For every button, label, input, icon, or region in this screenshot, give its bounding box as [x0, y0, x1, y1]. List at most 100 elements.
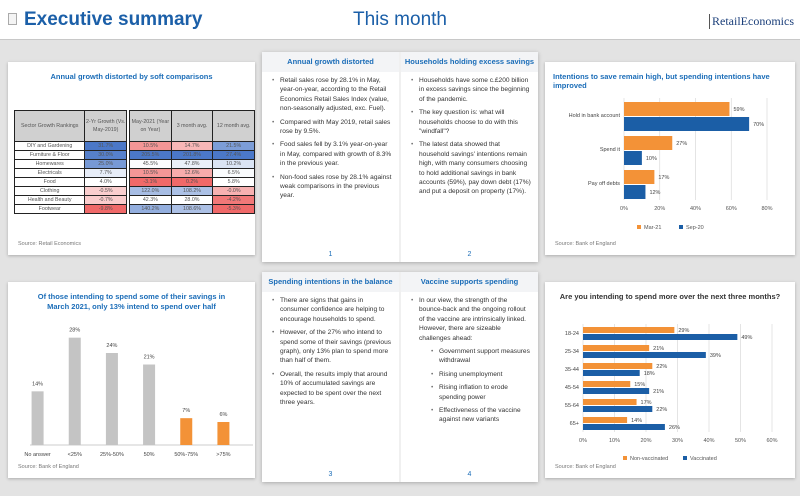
page-number: 3: [328, 471, 333, 478]
growth-cell: 12.6%: [170, 168, 214, 178]
bar: [624, 151, 642, 165]
category-label: Pay off debts: [588, 181, 620, 187]
page-title: Spending intentions in the balance: [262, 272, 399, 292]
data-label: 14%: [32, 381, 43, 387]
card-title: Of those intending to spend some of thei…: [37, 292, 226, 311]
growth-cell: -0.5%: [84, 186, 128, 196]
growth-cell: 25.0%: [84, 159, 128, 169]
tick-label: 0%: [620, 206, 628, 212]
legend-swatch: [637, 225, 641, 229]
bullet-item: Non-food sales rose by 28.1% against wea…: [272, 173, 393, 201]
page-title: Executive summary: [24, 9, 203, 30]
category-label: 50%-75%: [174, 452, 198, 458]
table-row: Footwear -9.8% 140.2% 108.6% -5.3%: [13, 204, 255, 214]
data-label: 22%: [656, 364, 667, 370]
data-label: 70%: [753, 122, 764, 128]
bar: [583, 424, 665, 430]
bullet-item: The key question is: what will household…: [411, 108, 532, 136]
bullet-item: However, of the 27% who intend to spend …: [272, 328, 393, 366]
document-icon: [8, 13, 17, 25]
legend-swatch: [683, 456, 687, 460]
category-label: 25%-50%: [100, 452, 124, 458]
legend-label: Mar-21: [644, 225, 661, 231]
sector-name: Electricals: [13, 168, 86, 178]
tick-label: 20%: [640, 438, 651, 444]
data-label: 39%: [710, 353, 721, 359]
data-label: 15%: [634, 382, 645, 388]
sub-bullet-item: Rising unemployment: [431, 370, 532, 380]
growth-cell: -5.3%: [212, 204, 255, 214]
table-row: Health and Beauty -0.7% 42.3% 28.0% -4.2%: [13, 195, 255, 205]
page-title: Annual growth distorted: [262, 52, 399, 72]
growth-cell: 14.7%: [170, 141, 214, 151]
data-label: 26%: [669, 425, 680, 431]
tick-label: 40%: [690, 206, 701, 212]
category-label: 65+: [570, 421, 579, 427]
column-header: 12 month avg.: [212, 110, 255, 142]
bullet-item: In our view, the strength of the bounce-…: [411, 296, 532, 343]
spend-more-chart: 0% 10% 20% 30% 40% 50% 60% 18-24 29% 49% 25-34 21% 3…: [565, 324, 778, 462]
growth-cell: 21.5%: [212, 141, 255, 151]
legend-swatch: [679, 225, 683, 229]
spending-share-chart: 14% No answer 28% <25% 24% 25%-50% 21% 50% 7% 50%…: [24, 328, 253, 458]
data-label: 22%: [656, 407, 667, 413]
category-label: 35-44: [565, 367, 579, 373]
data-label: 18%: [644, 371, 655, 377]
tick-label: 30%: [672, 438, 683, 444]
growth-cell: 10.5%: [129, 141, 172, 151]
bullet-item: Food sales fell by 3.1% year-on-year in …: [272, 140, 393, 168]
category-label: 25-34: [565, 349, 579, 355]
growth-table-card: Annual growth distorted by soft comparis…: [8, 62, 255, 255]
growth-cell: -9.8%: [84, 204, 128, 214]
savings-intentions-card: Intentions to save remain high, but spen…: [545, 62, 795, 255]
bar: [583, 363, 653, 369]
bullet-item: Retail sales rose by 28.1% in May, year-…: [272, 76, 393, 114]
category-label: >75%: [216, 452, 230, 458]
period-label: This month: [353, 9, 447, 30]
bar: [143, 364, 156, 445]
tick-label: 60%: [726, 206, 737, 212]
category-label: Hold in bank account: [569, 113, 621, 119]
card-title: Intentions to save remain high, but spen…: [553, 72, 770, 90]
growth-cell: 108.2%: [170, 186, 214, 196]
spend-more-card: Are you intending to spend more over the…: [545, 282, 795, 478]
data-label: 28%: [69, 328, 80, 334]
data-label: 21%: [144, 355, 155, 361]
table-row: Homewares 25.0% 45.5% 47.8% 10.2%: [13, 159, 255, 169]
bullet-item: Households have some c.£200 billion in e…: [411, 76, 532, 104]
bar: [624, 185, 646, 199]
growth-cell: 108.6%: [170, 204, 214, 214]
page-title: Vaccine supports spending: [401, 272, 538, 292]
category-label: No answer: [24, 452, 50, 458]
booklet-page-3: Spending intentions in the balance There …: [262, 272, 399, 482]
bar: [624, 170, 655, 184]
retail-economics-logo: RetailEconomics: [709, 14, 794, 29]
card-title: Are you intending to spend more over the…: [559, 292, 781, 301]
growth-cell: 28.0%: [170, 195, 214, 205]
data-label: 21%: [653, 389, 664, 395]
sector-name: Furniture & Floor: [13, 150, 86, 160]
column-header: 2-Yr Growth (Vs. May-2019): [84, 110, 128, 142]
bar: [583, 327, 675, 333]
growth-cell: 30.0%: [84, 150, 128, 160]
spending-share-card: Of those intending to spend some of thei…: [8, 282, 255, 478]
booklet-page-4: Vaccine supports spending In our view, th…: [401, 272, 538, 482]
growth-cell: 140.2%: [129, 204, 172, 214]
growth-cell: 10.2%: [212, 159, 255, 169]
category-label: 18-24: [565, 331, 579, 337]
data-label: 10%: [646, 156, 657, 162]
source-note: Source: Bank of England: [555, 464, 616, 470]
bar: [583, 345, 650, 351]
tick-label: 50%: [735, 438, 746, 444]
growth-cell: 0.2%: [170, 177, 214, 187]
growth-cell: 4.0%: [84, 177, 128, 187]
growth-cell: 7.7%: [84, 168, 128, 178]
growth-cell: -4.2%: [212, 195, 255, 205]
bar: [583, 352, 706, 358]
booklet-bottom: Spending intentions in the balance There …: [262, 272, 538, 482]
booklet-top: Annual growth distorted Retail sales rose…: [262, 52, 538, 262]
bullet-list: Retail sales rose by 28.1% in May, year-…: [272, 76, 393, 205]
bar: [583, 406, 653, 412]
table-row: DIY and Gardening 31.7% 10.5% 14.7% 21.5%: [13, 141, 255, 151]
data-label: 6%: [219, 412, 227, 418]
